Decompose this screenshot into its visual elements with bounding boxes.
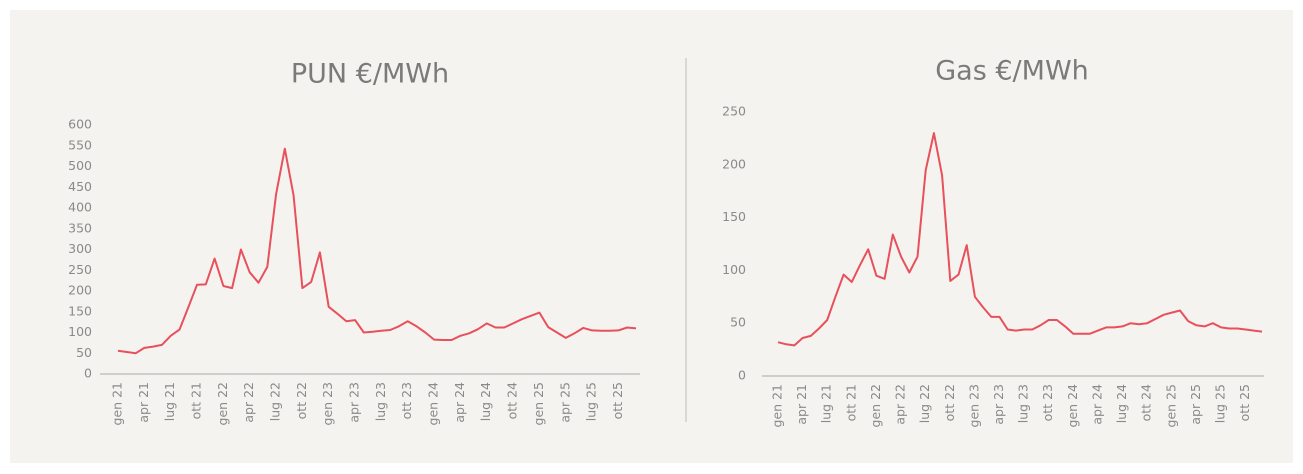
y-tick-label: 100 bbox=[68, 324, 92, 339]
x-tick-label: lug 21 bbox=[819, 384, 834, 423]
x-tick-label: lug 23 bbox=[1016, 384, 1031, 423]
y-tick-label: 250 bbox=[722, 104, 746, 119]
x-tick-label: ott 22 bbox=[294, 382, 309, 419]
card bbox=[10, 10, 1293, 463]
y-tick-label: 450 bbox=[68, 179, 92, 194]
x-tick-label: apr 23 bbox=[991, 384, 1006, 425]
x-tick-label: gen 24 bbox=[426, 382, 441, 425]
y-tick-label: 300 bbox=[68, 241, 92, 256]
y-tick-label: 600 bbox=[68, 117, 92, 132]
x-tick-label: lug 21 bbox=[162, 382, 177, 421]
y-tick-label: 50 bbox=[730, 315, 746, 330]
x-tick-label: apr 21 bbox=[136, 382, 151, 423]
x-tick-label: gen 21 bbox=[770, 384, 785, 427]
x-tick-label: apr 23 bbox=[347, 382, 362, 423]
x-tick-label: gen 23 bbox=[320, 382, 335, 425]
x-tick-label: gen 22 bbox=[215, 382, 230, 425]
x-tick-label: lug 25 bbox=[584, 382, 599, 421]
x-tick-label: apr 25 bbox=[557, 382, 572, 423]
y-tick-label: 100 bbox=[722, 262, 746, 277]
x-tick-label: lug 24 bbox=[478, 382, 493, 421]
x-tick-label: ott 25 bbox=[1237, 384, 1252, 421]
x-tick-label: ott 24 bbox=[1139, 384, 1154, 421]
x-tick-label: ott 23 bbox=[1040, 384, 1055, 421]
x-tick-label: lug 22 bbox=[917, 384, 932, 423]
y-tick-label: 250 bbox=[68, 262, 92, 277]
y-tick-label: 400 bbox=[68, 200, 92, 215]
x-tick-label: ott 24 bbox=[505, 382, 520, 419]
x-tick-label: gen 24 bbox=[1065, 384, 1080, 427]
x-tick-label: ott 23 bbox=[399, 382, 414, 419]
x-tick-label: gen 22 bbox=[868, 384, 883, 427]
y-tick-label: 0 bbox=[738, 368, 746, 383]
x-tick-label: lug 23 bbox=[373, 382, 388, 421]
y-tick-label: 200 bbox=[68, 283, 92, 298]
y-tick-label: 50 bbox=[76, 345, 92, 360]
y-tick-label: 350 bbox=[68, 220, 92, 235]
chart-title: PUN €/MWh bbox=[291, 59, 449, 90]
x-tick-label: apr 21 bbox=[794, 384, 809, 425]
x-tick-label: apr 25 bbox=[1188, 384, 1203, 425]
y-tick-label: 550 bbox=[68, 137, 92, 152]
x-tick-label: ott 21 bbox=[189, 382, 204, 419]
x-tick-label: apr 22 bbox=[241, 382, 256, 423]
x-tick-label: lug 25 bbox=[1212, 384, 1227, 423]
line bbox=[117, 147, 637, 355]
y-tick-label: 150 bbox=[68, 303, 92, 318]
x-tick-label: gen 23 bbox=[966, 384, 981, 427]
y-tick-label: 0 bbox=[84, 366, 92, 381]
x-tick-label: apr 22 bbox=[893, 384, 908, 425]
x-tick-label: ott 25 bbox=[610, 382, 625, 419]
x-tick-label: ott 22 bbox=[942, 384, 957, 421]
y-tick-label: 150 bbox=[722, 209, 746, 224]
x-tick-label: lug 24 bbox=[1114, 384, 1129, 423]
x-tick-label: apr 24 bbox=[452, 382, 467, 423]
chart-title: Gas €/MWh bbox=[935, 56, 1089, 87]
line bbox=[777, 132, 1263, 347]
y-tick-label: 200 bbox=[722, 156, 746, 171]
x-tick-label: gen 25 bbox=[531, 382, 546, 425]
x-tick-label: apr 24 bbox=[1089, 384, 1104, 425]
x-tick-label: gen 21 bbox=[110, 382, 125, 425]
x-tick-label: gen 25 bbox=[1163, 384, 1178, 427]
x-tick-label: lug 22 bbox=[268, 382, 283, 421]
x-tick-label: ott 21 bbox=[843, 384, 858, 421]
y-tick-label: 500 bbox=[68, 158, 92, 173]
